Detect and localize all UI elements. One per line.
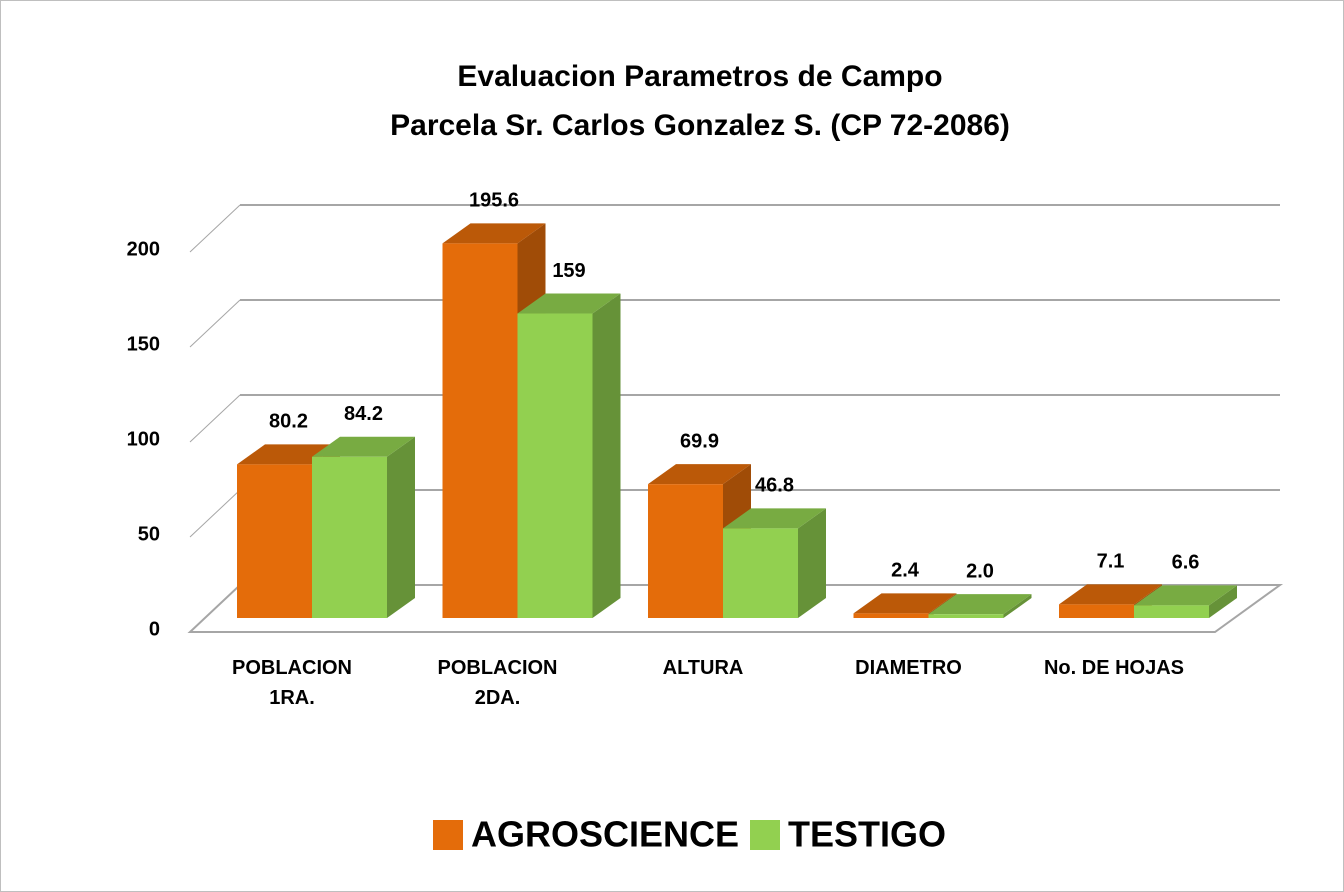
data-label: 2.4 [891, 560, 920, 582]
y-tick-label: 200 [127, 238, 160, 260]
bar [442, 243, 518, 618]
bar [312, 456, 387, 618]
y-tick-label: 50 [138, 523, 160, 545]
x-tick-label: No. DE HOJAS [1043, 657, 1185, 679]
chart-subtitle: Parcela Sr. Carlos Gonzalez S. (CP 72-20… [390, 109, 1010, 142]
grid-line-side [189, 299, 241, 348]
bar [723, 528, 798, 618]
x-tick-label: DIAMETRO [855, 657, 962, 679]
x-tick-label: ALTURA [662, 657, 744, 679]
data-label: 84.2 [344, 403, 383, 425]
legend-swatch [750, 820, 780, 850]
bar-top [648, 464, 751, 485]
y-tick-label: 100 [127, 428, 160, 450]
bar-top [312, 436, 415, 457]
legend-swatch [433, 820, 463, 850]
data-label: 80.2 [269, 411, 308, 433]
data-label: 6.6 [1172, 552, 1200, 574]
bar-side [1209, 585, 1237, 618]
x-tick-label: POBLACION 2DA. [437, 657, 558, 709]
data-label: 69.9 [680, 430, 719, 452]
data-label: 46.8 [755, 475, 794, 497]
bar-top [928, 594, 1032, 615]
bar-side [1003, 594, 1032, 618]
bar [237, 464, 312, 618]
bar-top [853, 593, 957, 614]
bar-top [517, 293, 621, 314]
bar [853, 613, 929, 618]
legend-label: TESTIGO [788, 814, 946, 855]
data-label: 195.6 [469, 190, 519, 212]
data-label: 2.0 [966, 560, 994, 582]
bar-top [1059, 584, 1162, 605]
data-label: 7.1 [1097, 551, 1125, 573]
bar [517, 313, 593, 618]
bar-side [592, 293, 621, 618]
bar-top [1134, 585, 1237, 606]
bar [1059, 604, 1134, 618]
grid-line-side [189, 394, 241, 443]
grid-line-side [189, 489, 241, 538]
data-label: 159 [552, 260, 585, 282]
legend-label: AGROSCIENCE [471, 814, 739, 855]
bar [928, 614, 1004, 618]
bar [1134, 605, 1209, 618]
bar-side [798, 508, 826, 618]
bar-top [442, 223, 546, 244]
x-tick-label: POBLACION 1RA. [232, 657, 352, 709]
chart-title: Evaluacion Parametros de Campo [457, 60, 942, 93]
bar-top [723, 508, 826, 529]
y-tick-label: 150 [127, 333, 160, 355]
bar [648, 484, 723, 618]
bar-side [387, 436, 415, 618]
grid-line-side [189, 204, 241, 253]
y-tick-label: 0 [149, 618, 160, 640]
